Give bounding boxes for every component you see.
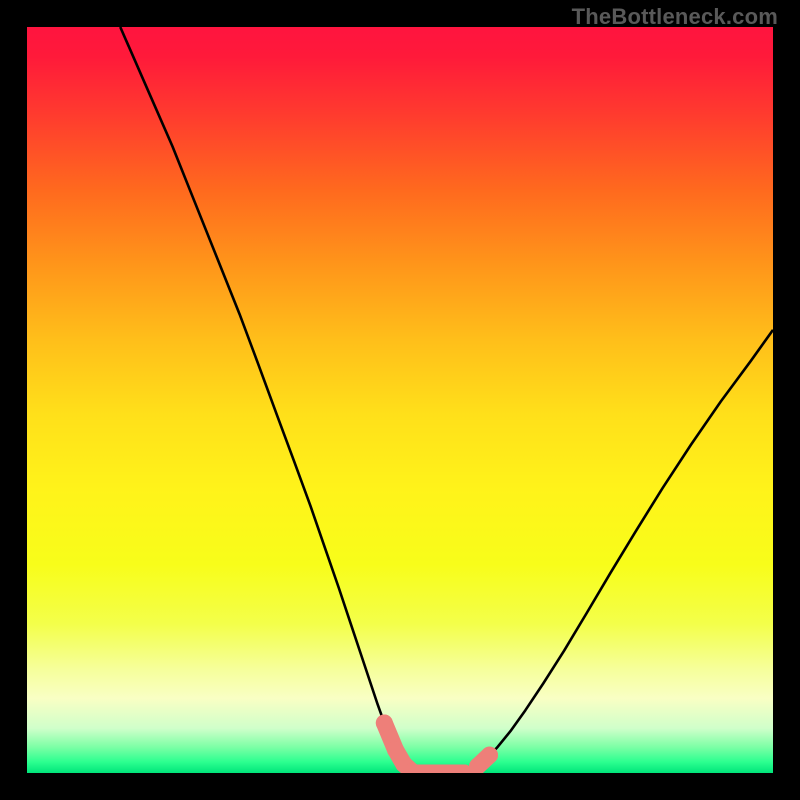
- plot-area: [27, 27, 773, 773]
- marker-dot-left-segment-1: [387, 741, 404, 758]
- curve-left: [120, 27, 416, 773]
- curve-right: [464, 330, 773, 773]
- watermark-text: TheBottleneck.com: [572, 4, 778, 30]
- chart-frame: TheBottleneck.com: [0, 0, 800, 800]
- chart-svg: [27, 27, 773, 773]
- marker-dot-left-segment-0: [376, 715, 393, 732]
- marker-dot-right-pair-1: [481, 747, 498, 764]
